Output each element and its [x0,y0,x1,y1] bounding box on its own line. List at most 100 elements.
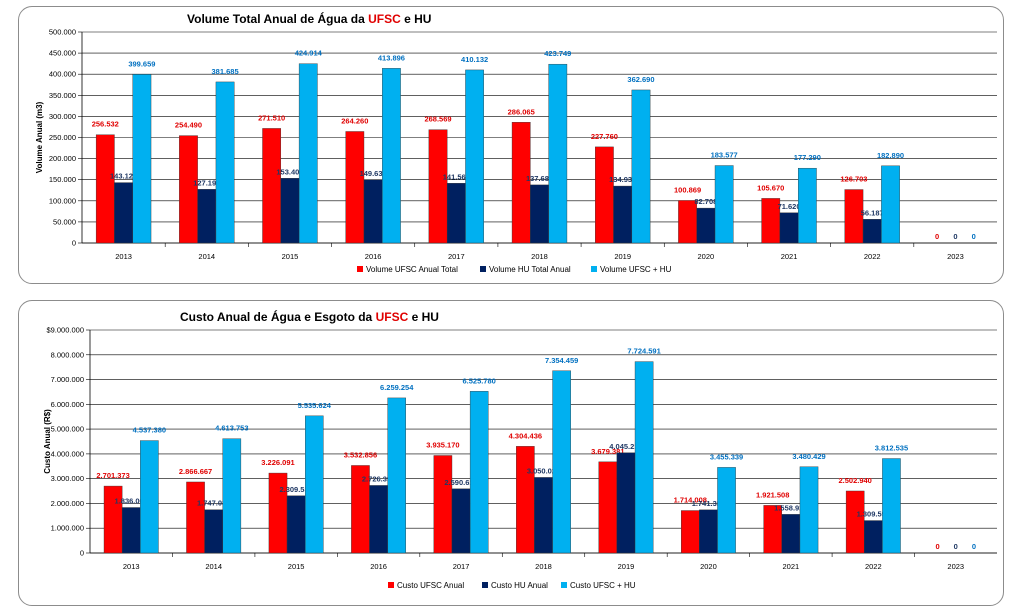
data-label: 126.703 [840,175,867,184]
data-label: 3.812.535 [875,444,908,453]
data-label: 134.930 [609,175,636,184]
data-label: 182.890 [877,151,904,160]
y-tick-label: $9.000.000 [46,326,84,335]
data-label: 2.701.373 [96,471,129,480]
bar [95,134,115,244]
bar [882,458,901,554]
data-label: 5.535.624 [298,401,332,410]
bar [387,397,407,554]
bar [530,184,549,244]
data-label: 362.690 [627,75,654,84]
y-tick-label: 500.000 [49,28,76,37]
data-label: 149.636 [360,169,387,178]
bar [469,391,489,554]
bar [763,505,782,554]
bar [548,63,568,244]
bar [680,510,700,554]
y-tick-label: 350.000 [49,91,76,100]
bar [305,415,324,554]
data-label: 4.613.753 [215,424,248,433]
y-tick-label: 0 [72,239,76,248]
data-label: 56.187 [861,208,884,217]
data-label: 3.050.022 [527,466,560,475]
y-tick-label: 4.000.000 [51,449,84,458]
data-label: 1.741.331 [692,499,725,508]
chart-title: Custo Anual de Água e Esgoto da UFSC e H… [180,309,439,324]
data-label: 177.290 [794,153,821,162]
legend-label: Custo UFSC + HU [570,581,636,590]
y-tick-label: 7.000.000 [51,375,84,384]
bar [613,185,633,244]
legend-label: Volume UFSC + HU [600,265,672,274]
x-tick-label: 2014 [198,252,215,261]
bar [862,219,882,244]
bar [779,212,799,244]
data-label: 4.537.380 [133,426,166,435]
bar [140,440,159,554]
chart-title-suffix: e HU [401,12,432,26]
data-label: 381.685 [212,67,239,76]
data-label: 0 [954,542,958,551]
x-tick-label: 2023 [947,562,964,571]
bar [204,509,223,554]
legend-swatch [480,266,486,272]
data-label: 4.045.210 [609,442,642,451]
data-label: 1.921.508 [756,490,789,499]
data-label: 141.563 [443,172,470,181]
bar [215,81,235,244]
bar [516,446,535,554]
x-tick-label: 2019 [614,252,631,261]
y-axis-label: Custo Anual (R$) [43,409,52,474]
bar [433,455,453,554]
y-tick-label: 150.000 [49,175,76,184]
data-label: 399.659 [128,59,155,68]
data-label: 3.226.091 [261,458,294,467]
data-label: 3.679.381 [591,447,624,456]
bar [714,165,734,244]
data-label: 1.558.922 [774,503,807,512]
bar [114,182,133,244]
bar [298,63,318,244]
x-tick-label: 2018 [535,562,552,571]
data-label: 410.132 [461,55,488,64]
data-label: 271.510 [258,113,285,122]
bar [616,452,636,554]
data-label: 227.760 [591,132,618,141]
legend-swatch [388,582,394,588]
chart-title: Volume Total Anual de Água da UFSC e HU [187,11,431,26]
y-tick-label: 0 [80,549,84,558]
data-label: 1.714.008 [674,496,707,505]
y-tick-label: 50.000 [53,217,76,226]
bar [280,178,300,244]
bar [699,509,718,554]
chart-title-prefix: Custo Anual de Água e Esgoto da [180,309,376,324]
data-label: 105.670 [757,183,784,192]
data-label: 1.747.085 [197,499,230,508]
x-tick-label: 2013 [115,252,132,261]
bar [845,490,865,554]
data-label: 0 [935,232,939,241]
data-label: 1.836.007 [115,497,148,506]
data-label: 153.404 [276,167,304,176]
bar [262,128,282,244]
cost-chart: Custo Anual de Água e Esgoto da UFSC e H… [43,309,997,590]
bar [465,69,484,244]
data-label: 3.455.339 [710,452,743,461]
legend-swatch [561,582,567,588]
data-label: 2.502.940 [838,476,871,485]
legend-label: Volume UFSC Anual Total [366,265,458,274]
bar [797,167,817,244]
legend-swatch [591,266,597,272]
data-label: 1.309.595 [857,510,890,519]
bar [446,183,466,244]
legend-swatch [357,266,363,272]
data-label: 264.260 [341,116,368,125]
y-tick-label: 6.000.000 [51,400,84,409]
data-label: 7.724.591 [627,347,660,356]
bar [634,361,654,554]
x-tick-label: 2019 [618,562,635,571]
data-label: 143.127 [110,172,137,181]
y-tick-label: 450.000 [49,49,76,58]
data-label: 100.869 [674,185,701,194]
bar [552,370,571,554]
